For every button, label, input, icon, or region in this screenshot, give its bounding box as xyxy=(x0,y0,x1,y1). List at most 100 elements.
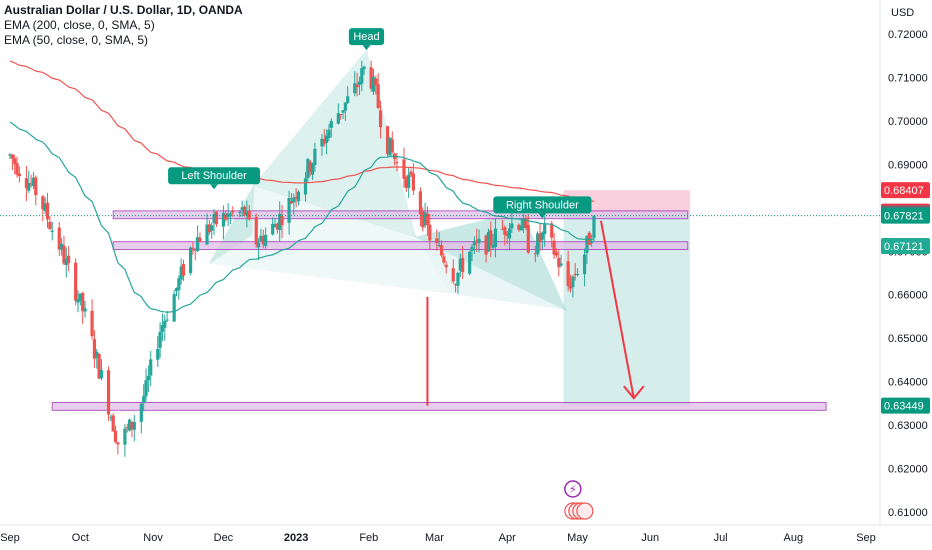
candle-body[interactable] xyxy=(160,324,165,332)
candle-body[interactable] xyxy=(524,217,528,228)
candle-body[interactable] xyxy=(439,245,444,256)
candle-body[interactable] xyxy=(557,257,561,268)
candle-body[interactable] xyxy=(198,237,202,243)
candle-body[interactable] xyxy=(289,201,294,204)
candle-body[interactable] xyxy=(74,262,78,301)
candle-body[interactable] xyxy=(294,196,298,199)
candle-body[interactable] xyxy=(264,234,268,246)
candle-body[interactable] xyxy=(210,225,214,231)
candle-body[interactable] xyxy=(568,285,573,289)
candle-body[interactable] xyxy=(418,191,423,215)
candle-body[interactable] xyxy=(17,173,21,177)
candle-body[interactable] xyxy=(165,319,169,321)
indicator-ema50[interactable]: EMA (50, close, 0, SMA, 5) xyxy=(4,33,149,47)
candle-body[interactable] xyxy=(500,228,505,230)
candle-body[interactable] xyxy=(158,331,162,348)
candle-body[interactable] xyxy=(62,245,66,264)
candle-body[interactable] xyxy=(271,223,275,235)
candle-body[interactable] xyxy=(308,161,312,173)
candles[interactable] xyxy=(8,60,596,457)
candle-body[interactable] xyxy=(67,255,71,263)
candle-body[interactable] xyxy=(125,427,129,429)
candle-body[interactable] xyxy=(341,110,345,113)
candle-body[interactable] xyxy=(212,214,216,223)
candle-body[interactable] xyxy=(256,242,261,248)
candle-body[interactable] xyxy=(559,263,563,266)
candle-body[interactable] xyxy=(327,129,331,138)
candle-body[interactable] xyxy=(444,264,448,268)
candle-body[interactable] xyxy=(76,299,80,303)
candle-body[interactable] xyxy=(489,230,493,246)
candle-body[interactable] xyxy=(275,223,279,230)
candle-body[interactable] xyxy=(306,159,310,179)
candle-body[interactable] xyxy=(15,163,19,175)
candle-body[interactable] xyxy=(81,292,85,312)
candle-body[interactable] xyxy=(336,113,340,124)
candle-body[interactable] xyxy=(59,243,64,250)
candle-body[interactable] xyxy=(292,197,296,203)
candle-body[interactable] xyxy=(113,430,118,443)
candle-body[interactable] xyxy=(99,370,104,379)
pattern-label[interactable] xyxy=(348,28,385,46)
candle-body[interactable] xyxy=(571,276,575,288)
candle-body[interactable] xyxy=(421,211,425,228)
candle-body[interactable] xyxy=(43,203,47,212)
candle-body[interactable] xyxy=(64,258,68,266)
pattern-label[interactable] xyxy=(493,196,592,214)
candle-body[interactable] xyxy=(205,224,209,245)
candle-body[interactable] xyxy=(554,252,559,256)
lightning-event-icon[interactable] xyxy=(564,480,582,498)
candle-body[interactable] xyxy=(552,240,556,255)
candle-body[interactable] xyxy=(486,232,491,252)
candle-body[interactable] xyxy=(526,224,530,253)
candle-body[interactable] xyxy=(123,428,127,445)
candle-body[interactable] xyxy=(273,224,277,228)
candle-body[interactable] xyxy=(587,232,591,245)
candle-body[interactable] xyxy=(590,240,594,243)
candle-body[interactable] xyxy=(582,254,587,275)
candle-body[interactable] xyxy=(130,421,134,430)
candle-body[interactable] xyxy=(231,210,235,213)
candle-body[interactable] xyxy=(31,177,36,187)
candle-body[interactable] xyxy=(477,238,481,244)
candle-body[interactable] xyxy=(146,375,150,381)
candle-body[interactable] xyxy=(228,213,233,215)
candle-body[interactable] xyxy=(92,339,97,359)
candle-body[interactable] xyxy=(111,415,115,432)
candle-body[interactable] xyxy=(177,278,181,290)
candle-body[interactable] xyxy=(573,273,577,276)
candle-body[interactable] xyxy=(29,183,33,185)
candle-body[interactable] xyxy=(362,66,366,70)
candle-body[interactable] xyxy=(519,225,523,231)
candle-body[interactable] xyxy=(346,96,350,103)
candle-body[interactable] xyxy=(245,210,249,216)
candle-body[interactable] xyxy=(475,240,479,243)
candle-body[interactable] xyxy=(437,245,441,247)
stop-loss-zone[interactable] xyxy=(563,190,691,214)
candle-body[interactable] xyxy=(240,207,244,210)
candle-body[interactable] xyxy=(566,261,570,286)
candle-body[interactable] xyxy=(24,178,29,189)
candle-body[interactable] xyxy=(174,287,179,292)
candle-body[interactable] xyxy=(575,273,580,275)
candle-body[interactable] xyxy=(369,67,373,89)
candle-body[interactable] xyxy=(238,211,242,213)
candle-body[interactable] xyxy=(385,126,390,155)
candle-body[interactable] xyxy=(156,348,160,360)
support-resistance-zone[interactable] xyxy=(51,401,827,411)
ema50-line[interactable] xyxy=(9,121,595,313)
candle-body[interactable] xyxy=(453,284,458,286)
candle-body[interactable] xyxy=(48,221,52,230)
candle-body[interactable] xyxy=(550,223,554,238)
candle-body[interactable] xyxy=(533,253,537,255)
candle-body[interactable] xyxy=(259,235,263,241)
candle-body[interactable] xyxy=(10,154,14,159)
candle-body[interactable] xyxy=(505,233,509,237)
candle-body[interactable] xyxy=(404,177,408,188)
candle-body[interactable] xyxy=(435,238,439,244)
candle-body[interactable] xyxy=(402,159,406,179)
candle-body[interactable] xyxy=(493,228,498,247)
candle-body[interactable] xyxy=(536,233,540,255)
candle-body[interactable] xyxy=(322,139,326,144)
candle-body[interactable] xyxy=(507,228,512,239)
